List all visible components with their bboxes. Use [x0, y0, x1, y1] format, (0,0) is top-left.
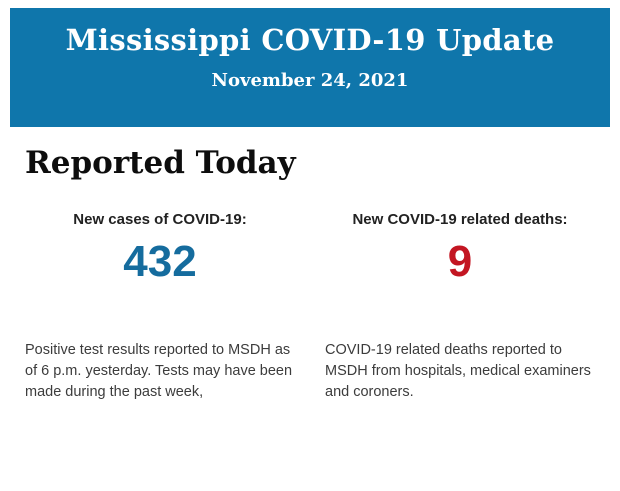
new-cases-value: 432: [123, 237, 197, 286]
new-deaths-description: COVID-19 related deaths reported to MSDH…: [325, 342, 591, 400]
stat-new-deaths: New COVID-19 related deaths: 9 COVID-19 …: [325, 211, 595, 403]
stat-new-cases: New cases of COVID-19: 432 Positive test…: [25, 211, 295, 403]
new-deaths-value: 9: [447, 237, 473, 286]
report-content: Reported Today New cases of COVID-19: 43…: [0, 144, 620, 403]
new-deaths-label: New COVID-19 related deaths:: [352, 211, 568, 228]
new-cases-description: Positive test results reported to MSDH a…: [25, 342, 293, 400]
header-banner: Mississippi COVID-19 Update November 24,…: [10, 8, 610, 127]
page-title: Mississippi COVID-19 Update: [65, 23, 555, 57]
new-cases-label: New cases of COVID-19:: [73, 211, 247, 228]
report-date: November 24, 2021: [211, 70, 409, 91]
covid-update-page: Mississippi COVID-19 Update November 24,…: [0, 8, 620, 403]
stats-row: New cases of COVID-19: 432 Positive test…: [25, 211, 595, 403]
section-heading: Reported Today: [25, 145, 296, 181]
